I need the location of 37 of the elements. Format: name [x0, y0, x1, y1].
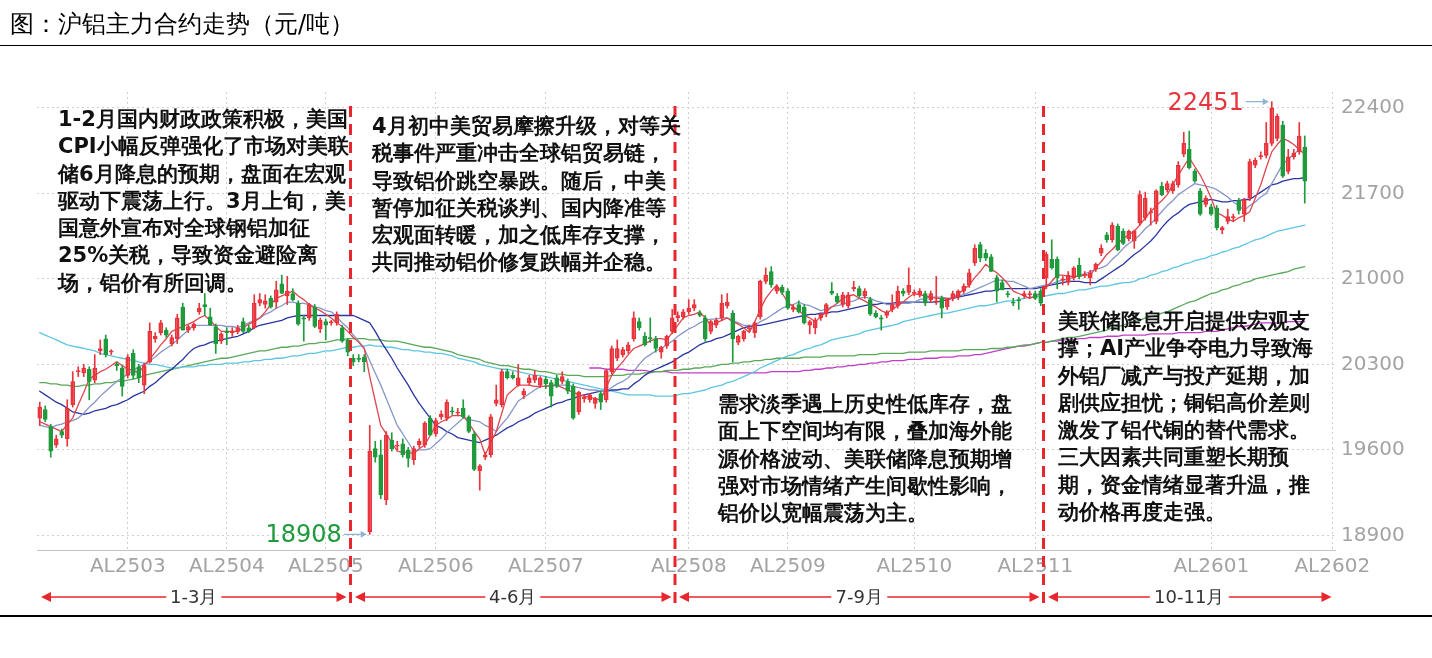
y-tick-label: 19600	[1341, 436, 1405, 461]
candlestick	[229, 327, 235, 337]
x-tick-label: AL2507	[507, 553, 584, 578]
candlestick	[1016, 296, 1022, 310]
x-tick-label: AL2509	[749, 553, 826, 578]
annotation: 22451	[1167, 87, 1244, 116]
text: 10-11月	[1150, 586, 1229, 608]
y-tick-label: 20300	[1341, 350, 1405, 375]
x-tick-label: AL2505	[287, 553, 364, 578]
chart-title: 图：沪铝主力合约走势（元/吨）	[10, 9, 355, 40]
candlestick	[878, 315, 884, 331]
candlestick	[301, 315, 307, 342]
x-tick-label: AL2511	[997, 553, 1074, 578]
text: 4-6月	[485, 586, 541, 608]
annotation: 4月初中美贸易摩擦升级，对等关税事件严重冲击全球铝贸易链，导致铝价跳空暴跌。随后，中美暂停加征关税谈判、国内降准等宏观面转暖，加之低库存支撑，共同推动铝价修复跌幅并企稳。	[372, 113, 682, 277]
text: 7-9月	[831, 586, 887, 608]
x-tick-label: AL2601	[1173, 553, 1250, 578]
candlestick	[202, 293, 208, 316]
x-tick-label: AL2510	[876, 553, 953, 578]
text: 1-3月	[166, 586, 222, 608]
y-tick-label: 18900	[1341, 521, 1405, 546]
candlestick	[851, 280, 857, 292]
annotation: 需求淡季遇上历史性低库存，盘面上下空间均有限，叠加海外能源价格波动、美联储降息预期增强对市场情绪产生间歇性影响，铝价以宽幅震荡为主。	[718, 391, 1013, 528]
x-tick-label: AL2504	[188, 553, 265, 578]
x-tick-label: AL2506	[397, 553, 474, 578]
candlestick	[829, 282, 835, 296]
x-tick-label: AL2503	[89, 553, 166, 578]
x-tick-label: AL2508	[650, 553, 727, 578]
y-tick-label: 21700	[1341, 179, 1405, 204]
x-tick-label: AL2602	[1294, 553, 1371, 578]
annotation: 1-2月国内财政政策积极，美国CPI小幅反弹强化了市场对美联储6月降息的预期，盘面在宏观驱动下震荡上行。3月上旬，美国意外宣布对全球钢铝加征25%关税，导致资金避险离场，铝价有所回调。	[58, 106, 350, 297]
y-tick-label: 22400	[1341, 94, 1405, 119]
annotation: 18908	[265, 520, 342, 549]
y-tick-label: 21000	[1341, 265, 1405, 290]
candlestick	[361, 354, 367, 373]
candlestick	[449, 406, 455, 415]
candlestick	[1010, 298, 1016, 307]
